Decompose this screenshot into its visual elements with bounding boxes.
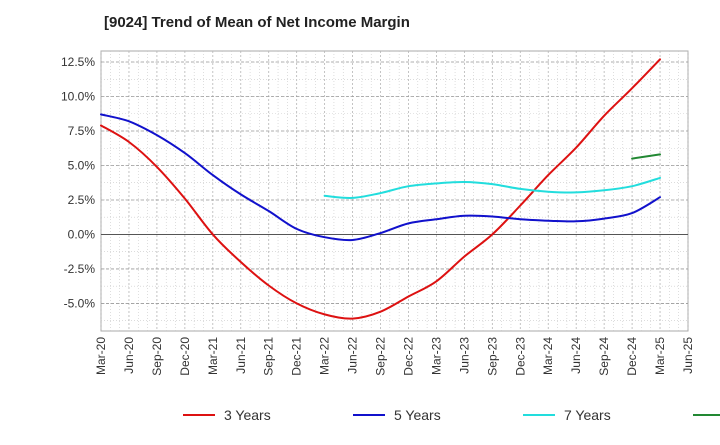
- y-tick-label: 12.5%: [61, 55, 95, 69]
- series-line-3-years: [100, 58, 661, 320]
- x-tick-label: Dec-22: [401, 337, 415, 376]
- legend-label-5-years: 5 Years: [394, 407, 441, 423]
- x-tick-label: Mar-21: [206, 337, 220, 375]
- x-tick-label: Sep-20: [150, 337, 164, 376]
- x-tick-label: Dec-24: [625, 337, 639, 376]
- y-tick-label: 2.5%: [68, 193, 96, 207]
- x-tick-label: Mar-22: [318, 337, 332, 375]
- x-tick-label: Sep-23: [485, 337, 499, 376]
- x-tick-label: Sep-22: [374, 337, 388, 376]
- series-line-5-years: [100, 113, 661, 242]
- series-layer: [100, 58, 661, 320]
- y-tick-label: 0.0%: [68, 227, 96, 241]
- y-tick-label: -5.0%: [64, 296, 96, 310]
- series-line-10-years: [631, 153, 661, 160]
- x-tick-label: Jun-25: [681, 337, 695, 374]
- x-tick-label: Jun-21: [234, 337, 248, 374]
- x-tick-label: Dec-23: [513, 337, 527, 376]
- series-line-7-years: [323, 176, 661, 199]
- y-tick-label: -2.5%: [64, 262, 96, 276]
- x-tick-label: Mar-25: [653, 337, 667, 375]
- x-tick-label: Mar-24: [541, 337, 555, 375]
- y-tick-label: 10.0%: [61, 90, 95, 104]
- x-tick-label: Mar-20: [94, 337, 108, 375]
- x-tick-label: Mar-23: [429, 337, 443, 375]
- x-tick-label: Jun-22: [346, 337, 360, 374]
- x-tick-label: Dec-20: [178, 337, 192, 376]
- x-tick-label: Dec-21: [290, 337, 304, 376]
- chart-title: [9024] Trend of Mean of Net Income Margi…: [104, 14, 410, 31]
- y-tick-label: 5.0%: [68, 158, 96, 172]
- x-tick-label: Jun-20: [122, 337, 136, 374]
- legend-label-7-years: 7 Years: [564, 407, 611, 423]
- axis-layer: -5.0% -2.5% 0.0% 2.5% 5.0% 7.5% 10.0% 12.5% Mar-…: [61, 55, 695, 376]
- y-tick-label: 7.5%: [68, 124, 96, 138]
- x-tick-label: Jun-23: [457, 337, 471, 374]
- legend-label-3-years: 3 Years: [224, 407, 271, 423]
- x-tick-label: Jun-24: [569, 337, 583, 374]
- x-tick-label: Sep-24: [597, 337, 611, 376]
- x-tick-label: Sep-21: [262, 337, 276, 376]
